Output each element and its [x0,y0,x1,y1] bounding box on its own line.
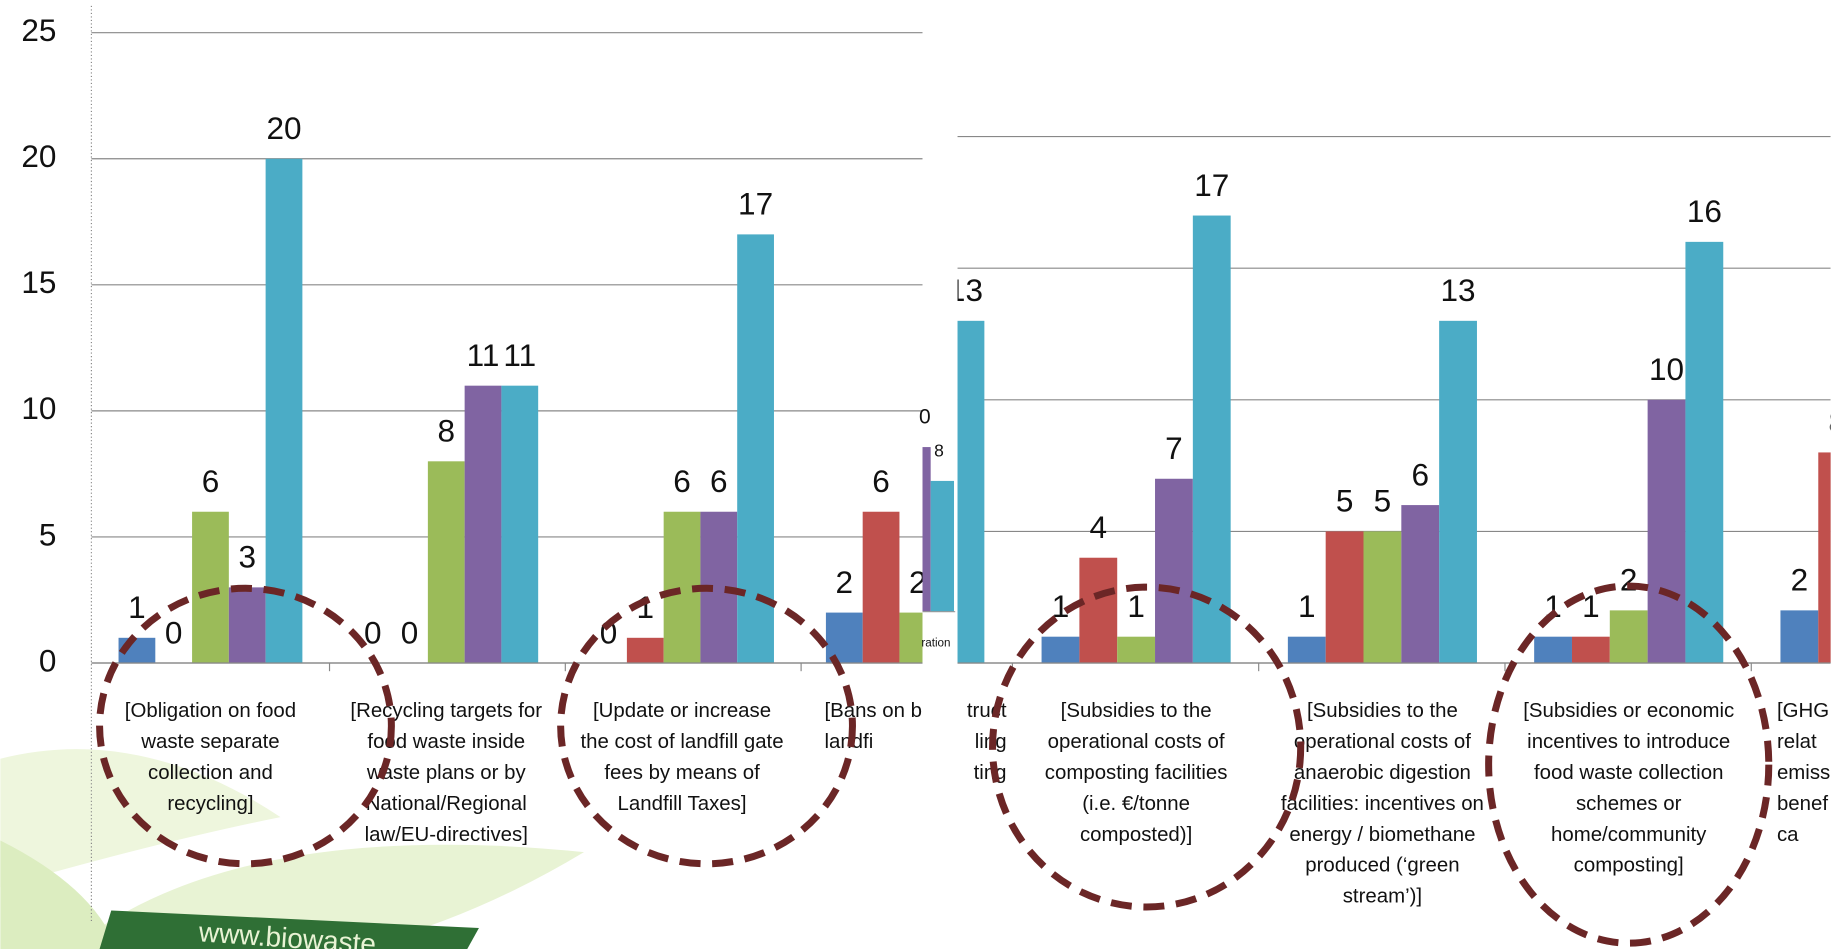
bar [1401,505,1440,664]
bar [1363,531,1402,664]
x-tick-label: [Subsidies or economic incentives to intr… [1523,700,1734,877]
fragment-text: ration [921,636,950,649]
fragment-text: 8 [934,440,944,460]
value-label: 1 [1052,588,1070,624]
value-label: 0 [165,614,183,650]
value-label: 2 [1620,562,1638,598]
y-tick-label: 25 [21,12,56,48]
bar [957,320,985,664]
value-label: 5 [1336,483,1354,519]
value-label: 6 [673,463,691,499]
y-tick-label: 0 [39,642,57,678]
bar [1571,636,1610,664]
value-label: 11 [503,337,536,373]
x-tick-label: [GHG trelatemissiobenefca [1777,700,1831,846]
value-label: 0 [401,614,419,650]
bar [1818,452,1831,664]
value-label: 13 [1441,272,1476,308]
value-label: 20 [266,110,301,146]
bar [228,587,266,664]
x-tick-label: [Subsidies to the operational costs of com… [1045,700,1228,846]
value-label: 1 [1127,588,1145,624]
value-label: 4 [1090,509,1108,545]
bar [1287,636,1326,664]
x-tick-label: [Update or increase the cost of landfill … [581,700,784,815]
value-label: 17 [738,186,773,222]
highlight-circles [96,582,1773,947]
bar [464,385,502,664]
circle [557,584,856,868]
bar [1079,557,1118,664]
bar [501,385,539,664]
value-label: 8 [1828,404,1831,440]
value-label: 2 [836,564,854,600]
circle [96,584,395,868]
bar [1117,636,1156,664]
x-tick-label: [Recycling targets for food waste inside w… [350,700,542,846]
value-label: 1 [128,589,146,625]
bar [1609,610,1648,664]
value-label: 8 [437,413,455,449]
y-tick-label: 5 [39,516,57,552]
value-label: 2 [909,564,927,600]
value-label: 2 [1791,562,1809,598]
bar [825,612,863,664]
bar [1534,636,1572,664]
y-tick-label: 20 [21,138,56,174]
bar [1155,478,1193,664]
x-tick-label: [Obligation on food waste separate collect… [125,700,296,815]
bar [265,158,303,664]
fragment-bar [930,480,955,612]
value-label: 3 [238,539,256,575]
x-tick-label: [Subsidies to the operational costs of ana… [1281,700,1484,908]
bar [1041,636,1080,664]
fragment-text: 0 [919,405,931,428]
inset-fragment: 0 8 ration [919,405,956,649]
bar [1439,320,1477,664]
value-label: 16 [1687,193,1722,229]
bar [427,461,465,664]
value-label: 7 [1165,430,1183,466]
bar [1647,399,1686,664]
bar [1780,610,1819,664]
value-label: 0 [364,614,382,650]
bar [899,612,923,664]
y-tick-label: 15 [21,264,56,300]
circle [989,583,1305,911]
bar [626,637,664,664]
bar [1192,215,1231,664]
fragment-bar [922,447,931,612]
background-leaves: www.biowaste [0,749,584,949]
circle [1485,582,1773,947]
value-label: 6 [202,463,220,499]
value-label: 17 [1194,167,1229,203]
value-label: 10 [1649,351,1684,387]
value-label: 1 [1298,588,1316,624]
y-tick-label: 10 [21,390,56,426]
value-label: 11 [467,337,500,373]
bar [192,511,229,664]
value-label: 6 [710,463,728,499]
value-label: 1 [637,589,655,625]
x-tick-label: [Bans on b landfi [824,700,922,753]
bar [1325,531,1364,664]
bar [862,511,900,664]
value-label: 6 [1411,456,1429,492]
value-label: 1 [1582,588,1600,624]
value-label: 6 [872,463,890,499]
value-label: 13 [948,272,983,308]
value-label: 5 [1374,483,1392,519]
bar [1685,241,1724,664]
